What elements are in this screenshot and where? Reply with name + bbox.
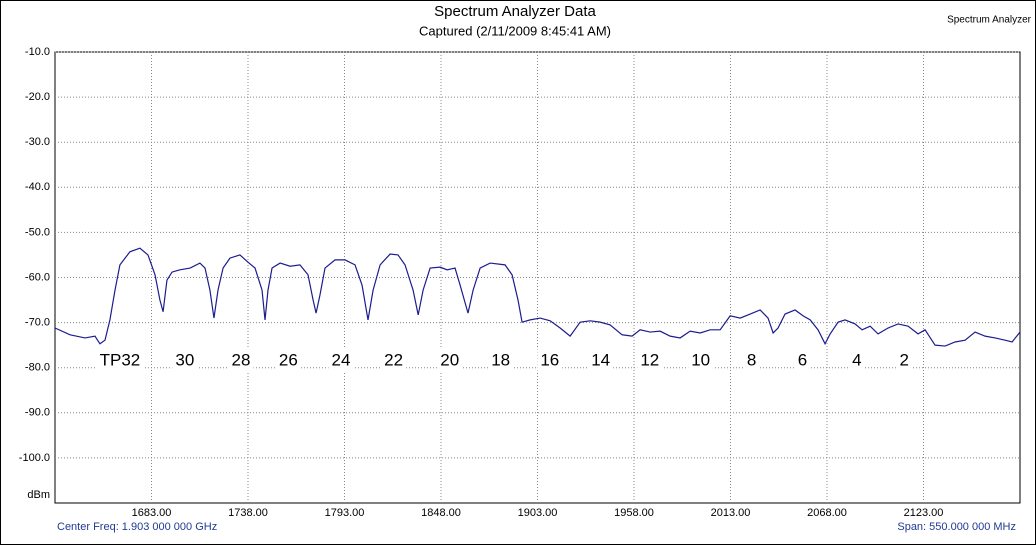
channel-label-bg bbox=[275, 348, 301, 372]
channel-label-bg bbox=[96, 348, 144, 372]
span: Span: 550.000 000 MHz bbox=[897, 521, 1016, 533]
y-tick-label: -80.0 bbox=[25, 362, 50, 374]
channel-label: TP32 bbox=[100, 350, 141, 369]
x-tick-label: 1848.00 bbox=[421, 507, 461, 519]
y-tick-label: -20.0 bbox=[25, 91, 50, 103]
y-tick-label: -40.0 bbox=[25, 181, 50, 193]
channel-label: 14 bbox=[591, 350, 610, 369]
channel-label: 16 bbox=[540, 350, 559, 369]
corner-label: Spectrum Analyzer bbox=[947, 15, 1032, 26]
channel-label-bg bbox=[437, 348, 463, 372]
x-tick-label: 1903.00 bbox=[518, 507, 558, 519]
y-tick-label: -90.0 bbox=[25, 407, 50, 419]
channel-label: 8 bbox=[747, 350, 756, 369]
channel-label-bg bbox=[896, 348, 912, 372]
channel-label-bg bbox=[328, 348, 354, 372]
channel-label: 20 bbox=[440, 350, 459, 369]
x-tick-label: 1793.00 bbox=[325, 507, 365, 519]
center-freq: Center Freq: 1.903 000 000 GHz bbox=[57, 521, 217, 533]
y-tick-label: -60.0 bbox=[25, 271, 50, 283]
channel-label: 26 bbox=[279, 350, 298, 369]
y-tick-label: -30.0 bbox=[25, 136, 50, 148]
x-tick-label: 1683.00 bbox=[132, 507, 172, 519]
x-tick-label: 2068.00 bbox=[807, 507, 847, 519]
channel-label: 6 bbox=[798, 350, 807, 369]
channel-label-bg bbox=[637, 348, 663, 372]
y-tick-label: -10.0 bbox=[25, 46, 50, 58]
channel-label: 24 bbox=[332, 350, 351, 369]
channel-label-bg bbox=[172, 348, 198, 372]
x-tick-label: 2123.00 bbox=[904, 507, 944, 519]
y-axis-label: dBm bbox=[27, 489, 50, 501]
x-tick-label: 1738.00 bbox=[228, 507, 268, 519]
channel-label-bg bbox=[743, 348, 760, 372]
channel-label: 22 bbox=[384, 350, 403, 369]
channel-label-bg bbox=[588, 348, 614, 372]
channel-label: 12 bbox=[640, 350, 659, 369]
channel-label-bg bbox=[849, 348, 865, 372]
y-tick-label: -70.0 bbox=[25, 317, 50, 329]
y-tick-label: -100.0 bbox=[19, 452, 50, 464]
channel-label-bg bbox=[688, 348, 714, 372]
channel-label-bg bbox=[381, 348, 407, 372]
channel-label: 28 bbox=[232, 350, 251, 369]
channel-label-bg bbox=[488, 348, 514, 372]
y-tick-label: -50.0 bbox=[25, 226, 50, 238]
x-tick-label: 2013.00 bbox=[711, 507, 751, 519]
chart-subtitle: Captured (2/11/2009 8:45:41 AM) bbox=[419, 23, 611, 38]
channel-label: 30 bbox=[175, 350, 194, 369]
channel-label: 2 bbox=[899, 350, 908, 369]
channel-label-bg bbox=[794, 348, 811, 372]
channel-label: 4 bbox=[852, 350, 861, 369]
channel-label: 10 bbox=[691, 350, 710, 369]
chart-title: Spectrum Analyzer Data bbox=[434, 3, 596, 20]
x-tick-label: 1958.00 bbox=[614, 507, 654, 519]
channel-label: 18 bbox=[491, 350, 510, 369]
trace bbox=[54, 247, 1021, 347]
channel-label-bg bbox=[537, 348, 563, 372]
channel-label-bg bbox=[228, 348, 254, 372]
